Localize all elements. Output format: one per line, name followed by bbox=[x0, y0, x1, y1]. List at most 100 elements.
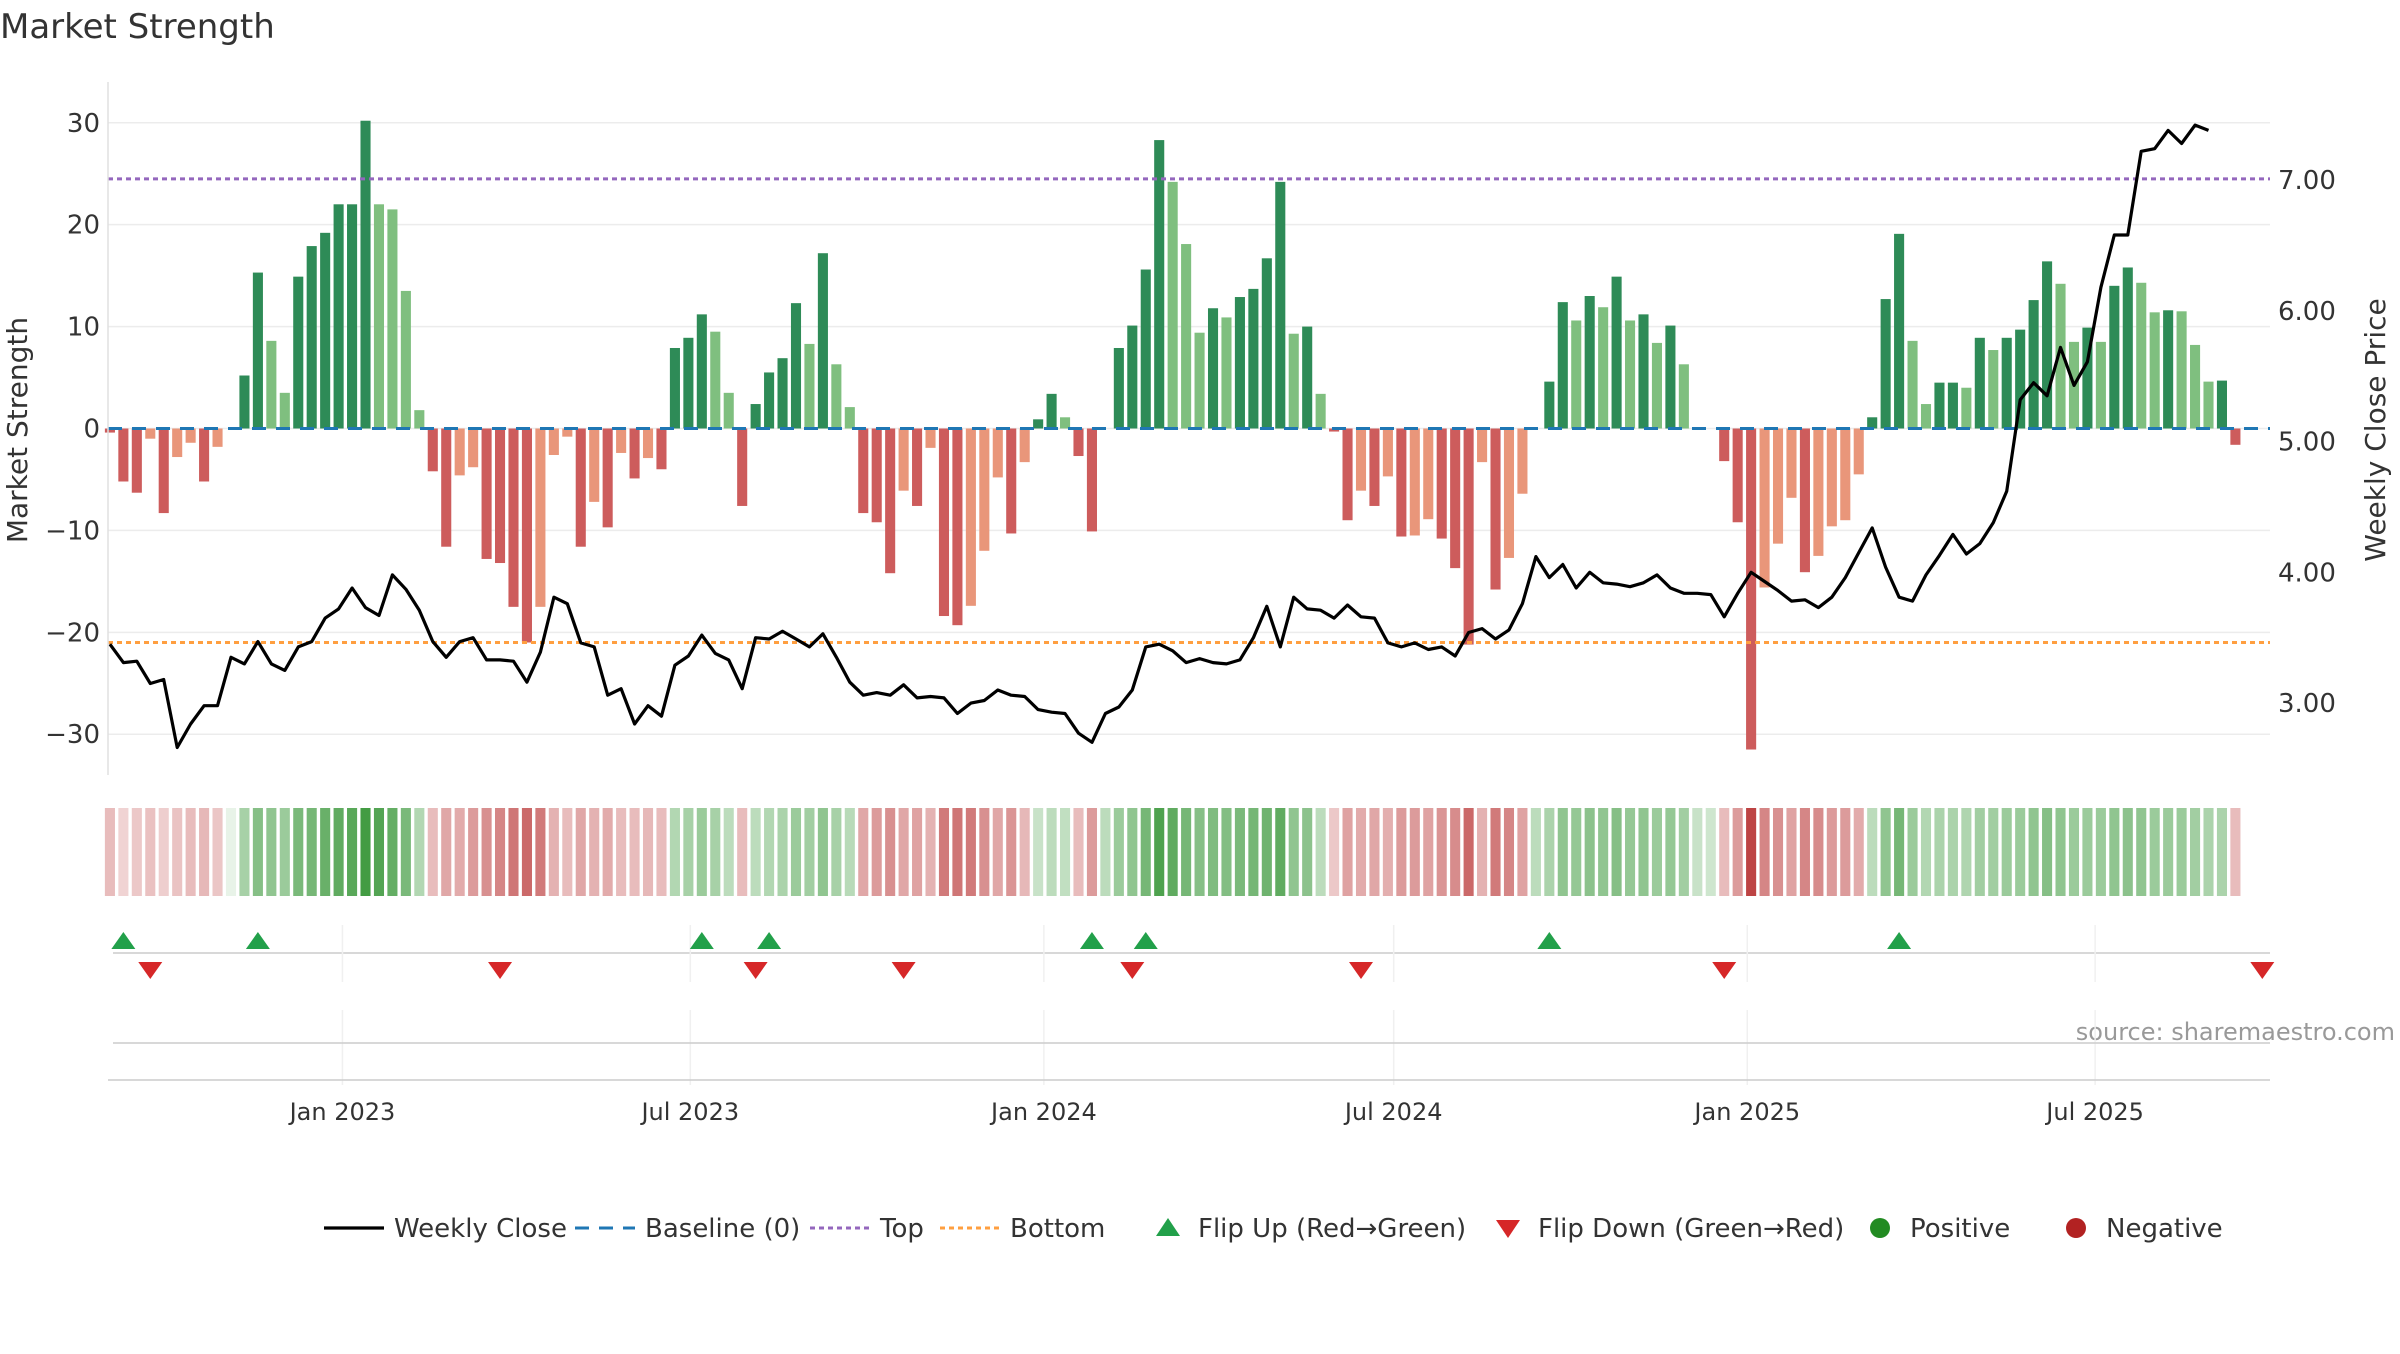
strength-bar bbox=[1503, 428, 1515, 558]
strength-bar bbox=[1746, 428, 1757, 750]
ribbon-cell bbox=[1288, 808, 1299, 896]
strength-bar bbox=[508, 428, 519, 607]
x-tick-label: Jul 2025 bbox=[2044, 1098, 2144, 1126]
strength-bar bbox=[1598, 307, 1609, 429]
ribbon-cell bbox=[642, 808, 654, 896]
strength-bar bbox=[199, 428, 210, 482]
strength-bar bbox=[1275, 181, 1286, 429]
ribbon-cell bbox=[1100, 808, 1111, 896]
strength-bar bbox=[710, 331, 721, 429]
ribbon-cell bbox=[696, 808, 707, 896]
y-axis-label: Market Strength bbox=[1, 317, 34, 543]
ribbon-cell bbox=[1947, 808, 1958, 896]
strength-bar bbox=[1651, 342, 1662, 429]
ribbon-cell bbox=[1355, 808, 1367, 896]
ribbon-cell bbox=[1557, 808, 1568, 896]
strength-bar bbox=[602, 428, 613, 528]
ribbon-cell bbox=[118, 808, 129, 896]
strength-bar bbox=[1920, 404, 1932, 429]
strength-bar bbox=[1719, 428, 1730, 462]
flip-up-marker bbox=[757, 932, 782, 949]
strength-bar bbox=[1557, 302, 1568, 429]
ribbon-cell bbox=[616, 808, 627, 896]
ribbon-cell bbox=[669, 808, 680, 896]
ribbon-cell bbox=[2109, 808, 2120, 896]
strength-bar bbox=[1221, 317, 1232, 429]
ribbon-cell bbox=[1073, 808, 1084, 896]
ribbon-cell bbox=[925, 808, 936, 896]
y-tick-label: 20 bbox=[67, 211, 100, 241]
strength-bar bbox=[2082, 327, 2093, 429]
ribbon-cell bbox=[145, 808, 156, 896]
ribbon-cell bbox=[1396, 808, 1407, 896]
strength-bar bbox=[360, 120, 371, 429]
ribbon-cell bbox=[1772, 808, 1784, 896]
axes: 30 20 10 0 −10 −20 −30 7.00 6.00 5.00 4.00 3.00 bbox=[45, 82, 2336, 775]
ribbon-cell bbox=[1920, 808, 1932, 896]
ribbon-cell bbox=[293, 808, 304, 896]
ribbon-cell bbox=[1799, 808, 1810, 896]
ribbon-cell bbox=[2082, 808, 2093, 896]
strength-bar bbox=[1382, 428, 1393, 477]
ribbon-cell bbox=[1625, 808, 1636, 896]
strength-bar bbox=[952, 428, 963, 626]
strength-bar bbox=[1477, 428, 1488, 463]
ribbon-cell bbox=[1840, 808, 1851, 896]
strength-bar bbox=[750, 404, 761, 429]
strength-bar bbox=[1033, 419, 1044, 429]
strength-bar bbox=[1907, 340, 1918, 429]
y2-tick-label: 7.00 bbox=[2278, 166, 2336, 196]
legend-item: Bottom bbox=[940, 1214, 1105, 1244]
strength-bar bbox=[441, 428, 452, 547]
ribbon-cell bbox=[468, 808, 479, 896]
ribbon-cell bbox=[1719, 808, 1730, 896]
ribbon-cell bbox=[1033, 808, 1044, 896]
strength-bar bbox=[669, 347, 680, 429]
legend-item: Flip Down (Green→Red) bbox=[1496, 1214, 1844, 1244]
ribbon-cell bbox=[266, 808, 277, 896]
ribbon-cell bbox=[387, 808, 398, 896]
strength-bar bbox=[1625, 320, 1636, 429]
ribbon-cell bbox=[414, 808, 425, 896]
ribbon-cell bbox=[1329, 808, 1340, 896]
strength-bar bbox=[454, 428, 465, 476]
strength-bar bbox=[871, 428, 882, 523]
strength-bar bbox=[2015, 329, 2026, 429]
ribbon-cell bbox=[1113, 808, 1124, 896]
legend-triangle-down bbox=[1496, 1220, 1520, 1238]
legend-item: Negative bbox=[2066, 1214, 2223, 1244]
strength-bar bbox=[320, 232, 331, 429]
x-tick-label: Jul 2024 bbox=[1343, 1098, 1443, 1126]
strength-bar bbox=[2028, 300, 2039, 429]
ribbon-cell bbox=[2190, 808, 2201, 896]
strength-bar bbox=[1799, 428, 1810, 573]
ribbon-cell bbox=[1826, 808, 1837, 896]
ribbon-cell bbox=[1382, 808, 1393, 896]
strength-bar bbox=[1490, 428, 1501, 590]
ribbon-cell bbox=[454, 808, 465, 896]
strength-bar bbox=[468, 428, 479, 468]
strength-bar bbox=[2163, 310, 2174, 429]
strength-bar bbox=[1396, 428, 1407, 537]
ribbon-cell bbox=[602, 808, 613, 896]
ribbon-cell bbox=[1127, 808, 1138, 896]
flip-up-marker bbox=[1537, 932, 1562, 949]
strength-bar bbox=[535, 428, 546, 607]
x-tick-label: Jan 2024 bbox=[989, 1098, 1097, 1126]
strength-bar bbox=[387, 209, 398, 429]
ribbon-cell bbox=[2149, 808, 2160, 896]
strength-bar bbox=[1207, 308, 1219, 429]
ribbon-cell bbox=[1046, 808, 1057, 896]
strength-bar bbox=[1759, 428, 1770, 588]
flip-down-marker bbox=[138, 962, 163, 979]
strength-bar bbox=[118, 428, 129, 482]
strength-bar bbox=[1947, 382, 1958, 429]
ribbon-cell bbox=[1638, 808, 1649, 896]
strength-bar bbox=[1315, 393, 1326, 429]
legend-label: Flip Up (Red→Green) bbox=[1198, 1214, 1466, 1244]
ribbon-cell bbox=[1598, 808, 1609, 896]
ribbon-cell bbox=[1692, 808, 1703, 896]
reference-lines bbox=[108, 177, 2270, 645]
ribbon-cell bbox=[548, 808, 559, 896]
